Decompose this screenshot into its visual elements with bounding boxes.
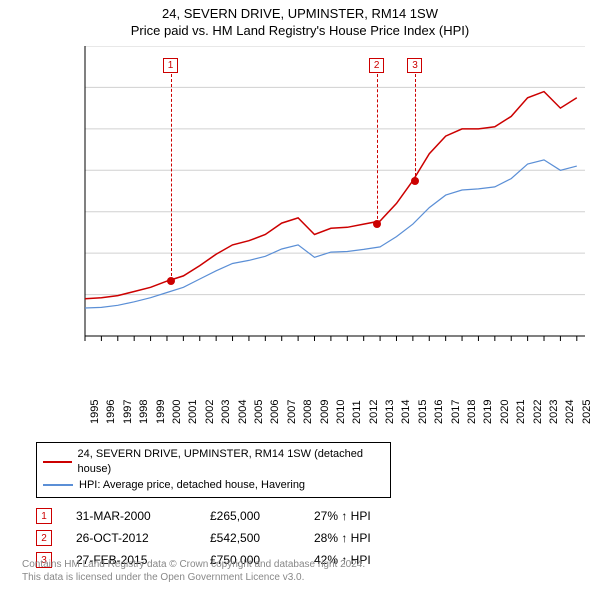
footer-line-1: Contains HM Land Registry data © Crown c…	[22, 558, 365, 571]
marker-id-box: 2	[36, 530, 52, 546]
marker-date: 31-MAR-2000	[76, 509, 186, 523]
marker-box: 2	[369, 58, 384, 73]
marker-table-row: 1 31-MAR-2000 £265,000 27% ↑ HPI	[36, 508, 600, 524]
legend-label-1: 24, SEVERN DRIVE, UPMINSTER, RM14 1SW (d…	[78, 447, 384, 478]
footer: Contains HM Land Registry data © Crown c…	[22, 558, 365, 584]
legend-row-1: 24, SEVERN DRIVE, UPMINSTER, RM14 1SW (d…	[43, 447, 384, 478]
x-tick-label: 2023	[548, 400, 558, 424]
marker-dot	[167, 277, 175, 285]
x-tick-label: 2022	[532, 400, 542, 424]
x-tick-label: 2009	[319, 400, 329, 424]
title-line-1: 24, SEVERN DRIVE, UPMINSTER, RM14 1SW	[0, 6, 600, 21]
x-tick-label: 2013	[384, 400, 394, 424]
x-tick-label: 2004	[237, 400, 247, 424]
x-tick-label: 2021	[515, 400, 525, 424]
x-tick-label: 2019	[482, 400, 492, 424]
x-tick-label: 2015	[417, 400, 427, 424]
x-tick-label: 2020	[499, 400, 509, 424]
marker-box: 1	[163, 58, 178, 73]
title-line-2: Price paid vs. HM Land Registry's House …	[0, 23, 600, 38]
x-tick-label: 1998	[138, 400, 148, 424]
x-tick-label: 1996	[105, 400, 115, 424]
x-tick-label: 2002	[204, 400, 214, 424]
x-tick-label: 2017	[450, 400, 460, 424]
x-tick-label: 2011	[351, 400, 361, 424]
marker-pct: 27% ↑ HPI	[314, 509, 371, 523]
x-tick-label: 2018	[466, 400, 476, 424]
marker-box: 3	[407, 58, 422, 73]
marker-line	[377, 74, 378, 224]
x-tick-label: 1999	[155, 400, 165, 424]
legend-row-2: HPI: Average price, detached house, Have…	[43, 478, 384, 493]
marker-dot	[411, 177, 419, 185]
x-tick-label: 2010	[335, 400, 345, 424]
marker-table-row: 2 26-OCT-2012 £542,500 28% ↑ HPI	[36, 530, 600, 546]
x-axis-labels: 1995 1996 1997 1998 1999 2000 2001 2002 2003 2004…	[30, 386, 590, 434]
x-tick-label: 2014	[400, 400, 410, 424]
legend-swatch-2	[43, 484, 73, 486]
x-tick-label: 2000	[171, 400, 181, 424]
marker-date: 26-OCT-2012	[76, 531, 186, 545]
x-tick-label: 2003	[220, 400, 230, 424]
marker-line	[415, 74, 416, 181]
x-tick-label: 1997	[122, 400, 132, 424]
marker-price: £265,000	[210, 509, 290, 523]
x-tick-label: 2012	[368, 400, 378, 424]
legend-label-2: HPI: Average price, detached house, Have…	[79, 478, 305, 493]
legend: 24, SEVERN DRIVE, UPMINSTER, RM14 1SW (d…	[36, 442, 391, 498]
chart-area: £0£200K£400K£600K£800K£1M£1.2M£1.4M 1995…	[30, 46, 590, 386]
x-tick-label: 2025	[581, 400, 591, 424]
footer-line-2: This data is licensed under the Open Gov…	[22, 571, 365, 584]
marker-pct: 28% ↑ HPI	[314, 531, 371, 545]
marker-dot	[373, 220, 381, 228]
x-tick-label: 2008	[302, 400, 312, 424]
x-tick-label: 2016	[433, 400, 443, 424]
chart-svg	[30, 46, 590, 356]
x-tick-label: 1995	[89, 400, 99, 424]
chart-titles: 24, SEVERN DRIVE, UPMINSTER, RM14 1SW Pr…	[0, 0, 600, 38]
x-tick-label: 2001	[187, 400, 197, 424]
marker-id-box: 1	[36, 508, 52, 524]
x-tick-label: 2007	[286, 400, 296, 424]
x-tick-label: 2024	[564, 400, 574, 424]
x-tick-label: 2005	[253, 400, 263, 424]
legend-swatch-1	[43, 461, 72, 463]
marker-price: £542,500	[210, 531, 290, 545]
y-axis-labels: £0£200K£400K£600K£800K£1M£1.2M£1.4M	[0, 46, 60, 386]
marker-line	[171, 74, 172, 281]
x-tick-label: 2006	[269, 400, 279, 424]
